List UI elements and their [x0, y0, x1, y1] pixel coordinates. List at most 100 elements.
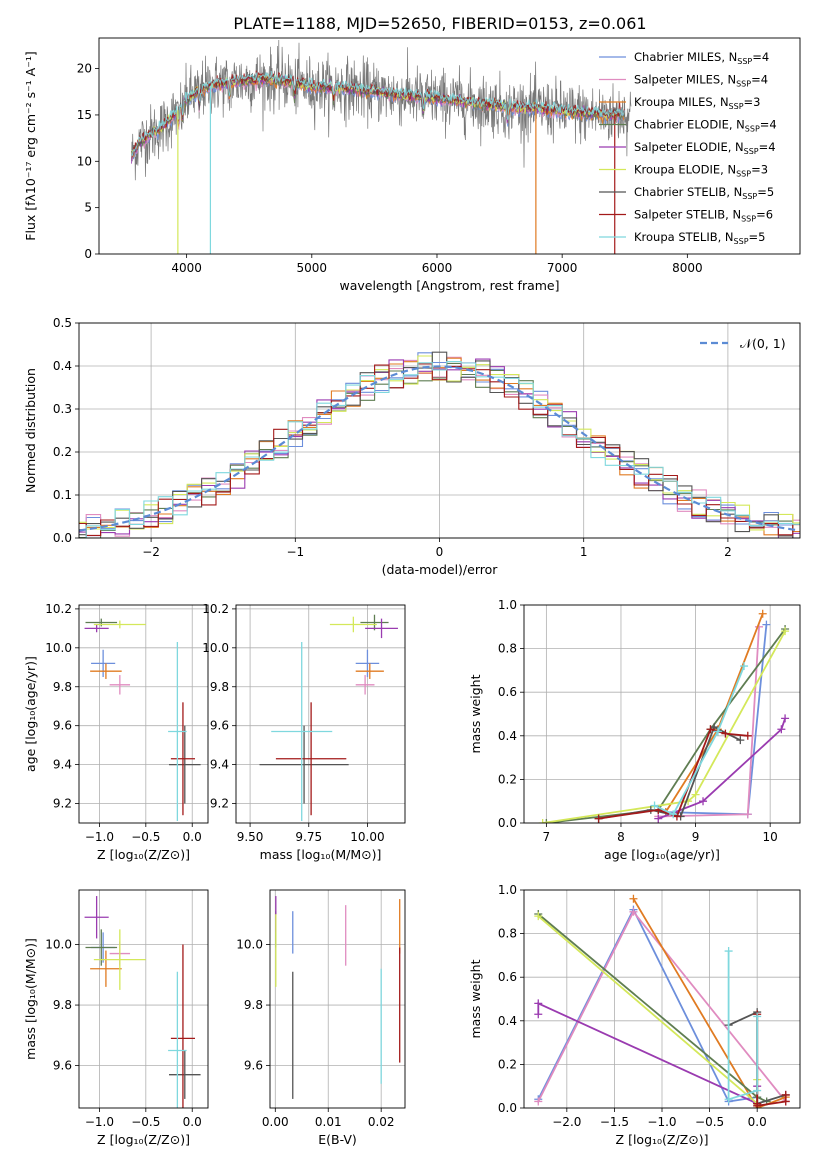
legend-label-sub: SSP [734, 237, 749, 246]
weight-marker-kroupa_stelib [713, 727, 722, 736]
x-axis-label: Z [log₁₀(Z/Z⊙)] [97, 1132, 190, 1147]
weight-marker-chabrier_stelib [736, 736, 745, 745]
weight-marker-salpeter_elodie [654, 814, 663, 823]
x-tick-label: −2 [142, 545, 160, 559]
x-tick-label: −0.5 [131, 830, 160, 844]
histogram-salpeter_stelib [79, 363, 800, 536]
weight-line-salpeter_stelib [756, 1014, 787, 1107]
y-tick-label: 0.5 [53, 316, 72, 330]
y-tick-label: 0.6 [498, 685, 517, 699]
y-tick-label: 10.0 [202, 641, 229, 655]
x-axis-label: (data-model)/error [382, 562, 499, 577]
y-tick-label: 0.0 [53, 531, 72, 545]
y-tick-label: 0.4 [498, 729, 517, 743]
y-tick-label: 9.6 [53, 719, 72, 733]
weight-marker-salpeter_miles [743, 810, 752, 819]
y-tick-label: 0.6 [498, 970, 517, 984]
x-tick-label: 7000 [547, 261, 578, 275]
weight-marker-kroupa_elodie [691, 790, 700, 799]
histogram-kroupa_miles [79, 357, 800, 536]
weight-line-chabrier_miles [665, 624, 768, 816]
weight-line-chabrier_elodie [546, 628, 786, 823]
legend-label-sub: SSP [745, 125, 760, 134]
weight-line-kroupa_elodie [542, 630, 786, 823]
weight-marker-kroupa_stelib [724, 947, 733, 956]
axes-frame [269, 889, 406, 1109]
weight-marker-chabrier_miles [762, 620, 771, 629]
plot-area-residuals [79, 351, 800, 538]
legend-label-sub: SSP [736, 80, 751, 89]
weight-line-kroupa_stelib [654, 665, 745, 816]
weight-marker-kroupa_elodie [538, 819, 547, 823]
x-tick-label: −2.0 [552, 1115, 581, 1129]
legend-label: Chabrier MILES, NSSP=4 [634, 50, 769, 66]
x-tick-label: 10.00 [350, 830, 384, 844]
weight-marker-kroupa_elodie [781, 627, 790, 636]
legend-label-suffix: =4 [760, 118, 777, 132]
weight-line-salpeter_elodie [657, 718, 786, 820]
weight-marker-salpeter_stelib [781, 1090, 790, 1099]
panel-spectrum: 4000 5000 6000 7000 8000 0 5 10 15 20 wavelength [… [23, 37, 801, 293]
legend-label-sub: SSP [744, 147, 759, 156]
x-tick-label: −0.5 [695, 1115, 724, 1129]
weight-marker-kroupa_stelib [753, 1012, 762, 1021]
y-tick-label: 9.4 [210, 758, 229, 772]
weight-line-kroupa_miles [664, 613, 764, 813]
x-tick-label: 0.01 [315, 1115, 342, 1129]
weight-marker-salpeter_miles [534, 1097, 543, 1106]
legend-label-suffix: =4 [752, 50, 769, 64]
legend-label-text: Chabrier STELIB, N [634, 185, 742, 199]
x-tick-label: 0.0 [183, 1115, 202, 1129]
y-tick-label: 9.6 [244, 1059, 263, 1073]
legend-label-sub: SSP [737, 57, 752, 66]
y-axis-label: mass weight [468, 674, 483, 753]
x-tick-label: 1 [580, 545, 588, 559]
x-tick-label: 2 [724, 545, 732, 559]
legend-label-text: Salpeter STELIB, N [634, 208, 741, 222]
y-tick-label: 9.8 [210, 680, 229, 694]
axes-frame [78, 322, 801, 539]
y-tick-label: 1.0 [498, 883, 517, 897]
plot-area-weight_vs_age [538, 609, 790, 823]
x-tick-label: 0 [436, 545, 444, 559]
y-tick-label: 9.6 [53, 1059, 72, 1073]
histogram-salpeter_miles [79, 356, 800, 538]
legend-label-suffix: =4 [759, 140, 776, 154]
legend-label-suffix: =4 [751, 73, 768, 87]
y-tick-label: 0 [84, 247, 92, 261]
x-tick-label: 8 [617, 830, 625, 844]
weight-marker-chabrier_elodie [542, 819, 551, 823]
weight-marker-salpeter_elodie [699, 797, 708, 806]
weight-marker-kroupa_stelib [724, 1095, 733, 1104]
x-tick-label: −1.0 [85, 830, 114, 844]
y-tick-label: 10.0 [45, 641, 72, 655]
x-axis-label: Z [log₁₀(Z/Z⊙)] [97, 847, 190, 862]
y-tick-label: 10 [77, 154, 92, 168]
legend-label: Salpeter MILES, NSSP=4 [634, 73, 768, 89]
weight-marker-kroupa_stelib [753, 1086, 762, 1095]
y-tick-label: 0.4 [53, 359, 72, 373]
legend-label-text: Chabrier ELODIE, N [634, 118, 745, 132]
legend-label-sub: SSP [736, 170, 751, 179]
x-axis-label: mass [log₁₀(M/M⊙)] [260, 847, 382, 862]
y-tick-label: 20 [77, 62, 92, 76]
panel-residuals: −2 −1 0 1 2 0.0 0.1 0.2 0.3 0.4 0.5 (data-model)/er… [23, 316, 801, 577]
axes-frame [78, 889, 209, 1109]
weight-marker-salpeter_elodie [781, 714, 790, 723]
y-axis-label: Normed distribution [23, 368, 38, 493]
weight-marker-kroupa_stelib [669, 810, 678, 819]
y-tick-label: 9.2 [210, 797, 229, 811]
weight-marker-salpeter_elodie [777, 725, 786, 734]
histogram-chabrier_elodie [79, 362, 800, 538]
x-tick-label: −1.0 [85, 1115, 114, 1129]
y-tick-label: 10.2 [202, 602, 229, 616]
weight-marker-kroupa_miles [758, 609, 767, 618]
x-tick-label: 9 [692, 830, 700, 844]
y-tick-label: 0.2 [53, 445, 72, 459]
y-tick-label: 0.8 [498, 642, 517, 656]
panel-age_vs_mass: 9.50 9.75 10.00 9.2 9.4 9.6 9.8 10.0 10.2 mass [l… [202, 602, 406, 862]
legend-label-sub: SSP [729, 102, 744, 111]
legend-label: Chabrier ELODIE, NSSP=4 [634, 118, 777, 134]
